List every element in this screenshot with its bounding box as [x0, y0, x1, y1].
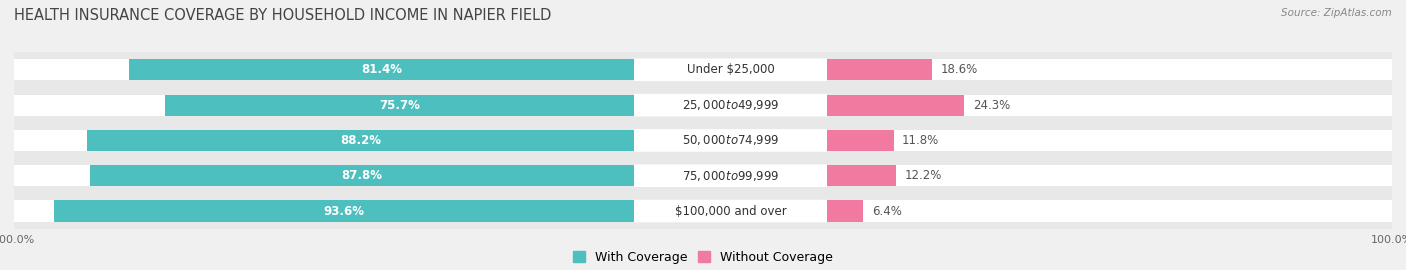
Text: 18.6%: 18.6% — [941, 63, 977, 76]
Bar — [827, 94, 965, 116]
FancyBboxPatch shape — [630, 200, 831, 222]
Bar — [827, 59, 1392, 80]
Bar — [827, 94, 1392, 116]
Bar — [827, 52, 1392, 87]
Text: 88.2%: 88.2% — [340, 134, 381, 147]
Text: 87.8%: 87.8% — [342, 169, 382, 182]
Text: $75,000 to $99,999: $75,000 to $99,999 — [682, 169, 779, 183]
Bar — [14, 52, 634, 87]
Bar — [827, 165, 1392, 186]
FancyBboxPatch shape — [630, 164, 831, 187]
Text: $50,000 to $74,999: $50,000 to $74,999 — [682, 133, 779, 147]
Legend: With Coverage, Without Coverage: With Coverage, Without Coverage — [572, 251, 834, 264]
Bar — [827, 200, 863, 222]
Bar — [14, 94, 634, 116]
Text: 24.3%: 24.3% — [973, 99, 1010, 112]
Bar — [14, 165, 634, 186]
Bar — [827, 130, 1392, 151]
Bar — [14, 130, 634, 151]
Text: Under $25,000: Under $25,000 — [686, 63, 775, 76]
Bar — [827, 165, 896, 186]
Text: 81.4%: 81.4% — [361, 63, 402, 76]
Bar — [827, 123, 1392, 158]
Bar — [14, 193, 634, 229]
Bar — [14, 200, 634, 222]
Text: 75.7%: 75.7% — [380, 99, 420, 112]
Text: 12.2%: 12.2% — [904, 169, 942, 182]
Text: $100,000 and over: $100,000 and over — [675, 204, 786, 218]
Text: Source: ZipAtlas.com: Source: ZipAtlas.com — [1281, 8, 1392, 18]
Bar — [827, 59, 932, 80]
Text: HEALTH INSURANCE COVERAGE BY HOUSEHOLD INCOME IN NAPIER FIELD: HEALTH INSURANCE COVERAGE BY HOUSEHOLD I… — [14, 8, 551, 23]
Bar — [53, 200, 634, 222]
Text: $25,000 to $49,999: $25,000 to $49,999 — [682, 98, 779, 112]
Text: 11.8%: 11.8% — [903, 134, 939, 147]
Bar — [87, 130, 634, 151]
Bar — [14, 87, 634, 123]
Bar — [165, 94, 634, 116]
Bar — [129, 59, 634, 80]
FancyBboxPatch shape — [630, 59, 831, 81]
Bar — [634, 158, 827, 193]
Bar — [827, 87, 1392, 123]
Bar — [634, 52, 827, 87]
Text: 93.6%: 93.6% — [323, 204, 364, 218]
Bar — [827, 193, 1392, 229]
Text: 6.4%: 6.4% — [872, 204, 901, 218]
Bar — [634, 193, 827, 229]
Bar — [827, 200, 1392, 222]
Bar — [634, 87, 827, 123]
FancyBboxPatch shape — [630, 129, 831, 152]
Bar — [634, 123, 827, 158]
Bar — [827, 130, 894, 151]
Bar — [827, 158, 1392, 193]
Bar — [14, 158, 634, 193]
Bar — [14, 59, 634, 80]
Bar — [90, 165, 634, 186]
FancyBboxPatch shape — [630, 94, 831, 116]
Bar — [14, 123, 634, 158]
